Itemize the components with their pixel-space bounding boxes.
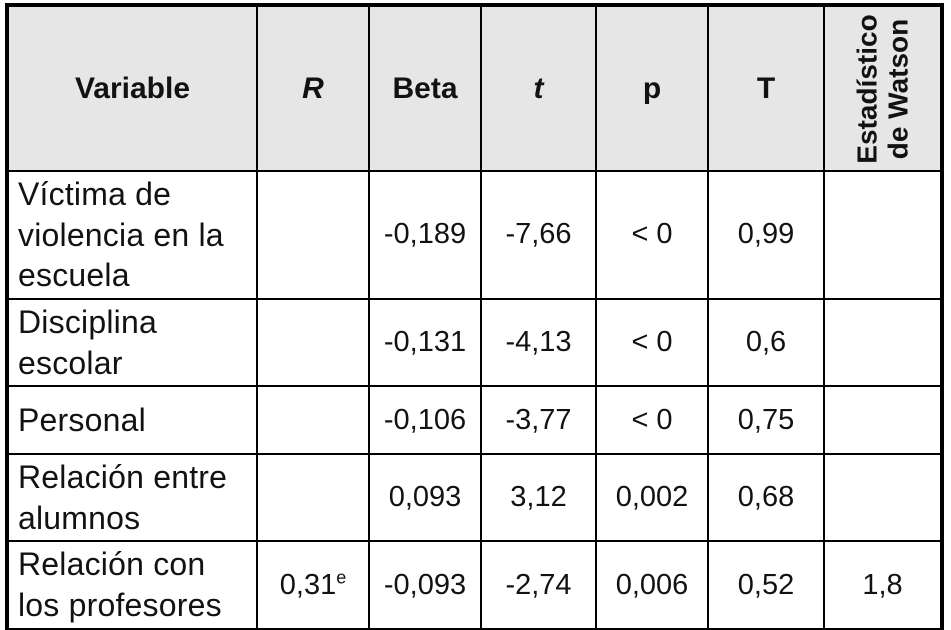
cell-p: 0,002: [595, 453, 709, 543]
r-value: 0,31: [279, 568, 337, 601]
cell-p: < 0: [595, 170, 709, 300]
cell-p: < 0: [595, 385, 709, 456]
cell-watson: 1,8: [823, 540, 943, 630]
cell-beta: 0,093: [368, 453, 482, 543]
table-row: Víctima de violencia en la escuela -0,18…: [6, 170, 943, 300]
header-t: t: [480, 4, 597, 172]
cell-t: -2,74: [480, 540, 597, 630]
cell-T: 0,68: [707, 453, 825, 543]
header-row: Variable R Beta t p T Estadístico de Wat…: [6, 4, 943, 172]
cell-t: -3,77: [480, 385, 597, 456]
cell-t: 3,12: [480, 453, 597, 543]
cell-beta: -0,131: [368, 297, 482, 388]
cell-variable: Relación entre alumnos: [6, 453, 258, 543]
regression-statistics-table: Variable R Beta t p T Estadístico de Wat…: [5, 3, 944, 630]
watson-line-1: Estadístico: [851, 13, 883, 164]
cell-p: < 0: [595, 297, 709, 388]
cell-watson: [823, 453, 943, 543]
cell-variable: Relación con los profesores: [6, 540, 258, 630]
cell-T: 0,52: [707, 540, 825, 630]
table-row: Relación con los profesores 0,31e -0,093…: [6, 540, 943, 630]
table-row: Relación entre alumnos 0,093 3,12 0,002 …: [6, 453, 943, 543]
r-superscript: e: [336, 566, 347, 587]
cell-beta: -0,189: [368, 170, 482, 300]
header-T: T: [707, 4, 825, 172]
cell-watson: [823, 170, 943, 300]
header-variable: Variable: [6, 4, 258, 172]
header-p: p: [595, 4, 709, 172]
cell-r: [256, 385, 370, 456]
cell-r: [256, 453, 370, 543]
cell-t: -4,13: [480, 297, 597, 388]
cell-p: 0,006: [595, 540, 709, 630]
header-beta: Beta: [368, 4, 482, 172]
cell-r: [256, 297, 370, 388]
watson-rotated-label: Estadístico de Watson: [825, 8, 940, 170]
cell-watson: [823, 297, 943, 388]
cell-variable: Víctima de violencia en la escuela: [6, 170, 258, 300]
watson-line-2: de Watson: [882, 18, 914, 159]
header-watson: Estadístico de Watson: [823, 4, 943, 172]
cell-T: 0,6: [707, 297, 825, 388]
header-r: R: [256, 4, 370, 172]
table-row: Disciplina escolar -0,131 -4,13 < 0 0,6: [6, 297, 943, 388]
cell-r: [256, 170, 370, 300]
cell-t: -7,66: [480, 170, 597, 300]
cell-beta: -0,093: [368, 540, 482, 630]
cell-variable: Personal: [6, 385, 258, 456]
cell-T: 0,75: [707, 385, 825, 456]
cell-r: 0,31e: [256, 540, 370, 630]
cell-beta: -0,106: [368, 385, 482, 456]
cell-watson: [823, 385, 943, 456]
cell-T: 0,99: [707, 170, 825, 300]
table-row: Personal -0,106 -3,77 < 0 0,75: [6, 385, 943, 456]
cell-variable: Disciplina escolar: [6, 297, 258, 388]
